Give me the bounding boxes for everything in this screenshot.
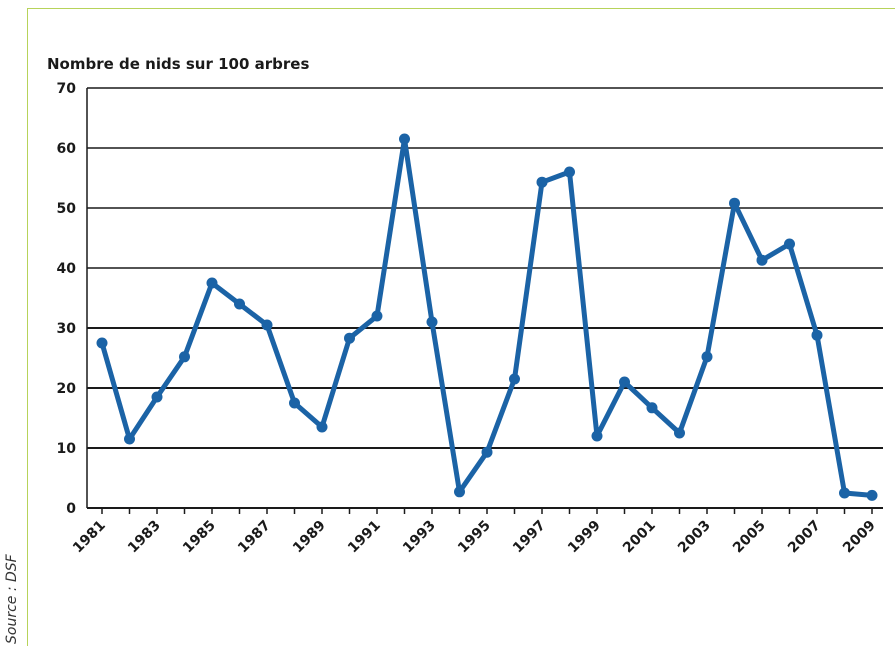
- y-tick-label: 50: [57, 201, 77, 217]
- data-point: [646, 402, 658, 414]
- x-tick-label: 1997: [510, 518, 549, 557]
- x-tick-label: 2003: [675, 518, 714, 557]
- data-point: [811, 329, 823, 341]
- frame-border-top: [27, 8, 895, 9]
- x-tick-label: 1985: [180, 518, 219, 557]
- y-axis-title: Nombre de nids sur 100 arbres: [47, 55, 309, 73]
- y-tick-label: 30: [57, 321, 77, 337]
- x-tick-label: 1995: [455, 518, 494, 557]
- data-point: [509, 373, 520, 385]
- data-point: [316, 421, 328, 433]
- y-tick-label: 40: [57, 261, 77, 277]
- data-point: [756, 254, 768, 266]
- data-point: [151, 391, 163, 403]
- series-line: [99, 136, 875, 498]
- data-point: [866, 489, 878, 501]
- y-tick-label: 10: [57, 441, 77, 457]
- data-point: [564, 166, 575, 178]
- x-tick-label: 2009: [840, 518, 879, 557]
- data-point: [124, 433, 135, 445]
- data-point: [289, 397, 300, 409]
- frame-border-left: [27, 8, 28, 646]
- data-point: [344, 332, 355, 344]
- data-point: [234, 298, 245, 310]
- data-point: [536, 176, 548, 188]
- x-tick-label: 2007: [785, 518, 824, 557]
- data-point: [674, 427, 685, 439]
- x-tick-label: 1999: [565, 518, 604, 557]
- x-tick-label: 2005: [730, 518, 769, 557]
- data-point: [454, 486, 465, 498]
- x-tick-label: 1993: [400, 518, 439, 557]
- data-point: [839, 487, 850, 499]
- data-point: [729, 197, 740, 209]
- data-point: [481, 446, 493, 458]
- data-point: [399, 133, 410, 145]
- y-tick-label: 20: [57, 381, 77, 397]
- y-tick-label: 60: [57, 141, 77, 157]
- x-tick-label: 1991: [345, 518, 384, 557]
- x-tick-label: 2001: [620, 518, 659, 557]
- y-tick-label: 0: [66, 501, 76, 517]
- data-point: [96, 337, 108, 349]
- y-tick-label: 70: [57, 81, 77, 97]
- x-tick-label: 1981: [70, 518, 109, 557]
- data-point: [179, 351, 190, 363]
- data-point: [206, 277, 218, 289]
- data-point: [591, 430, 603, 442]
- data-point: [701, 351, 713, 363]
- data-point: [426, 316, 438, 328]
- x-tick-label: 1989: [290, 518, 329, 557]
- x-tick-label: 1983: [125, 518, 164, 557]
- data-point: [261, 319, 273, 331]
- x-tick-label: 1987: [235, 518, 274, 557]
- data-point: [619, 376, 630, 388]
- data-point: [371, 310, 383, 322]
- data-point: [784, 238, 795, 250]
